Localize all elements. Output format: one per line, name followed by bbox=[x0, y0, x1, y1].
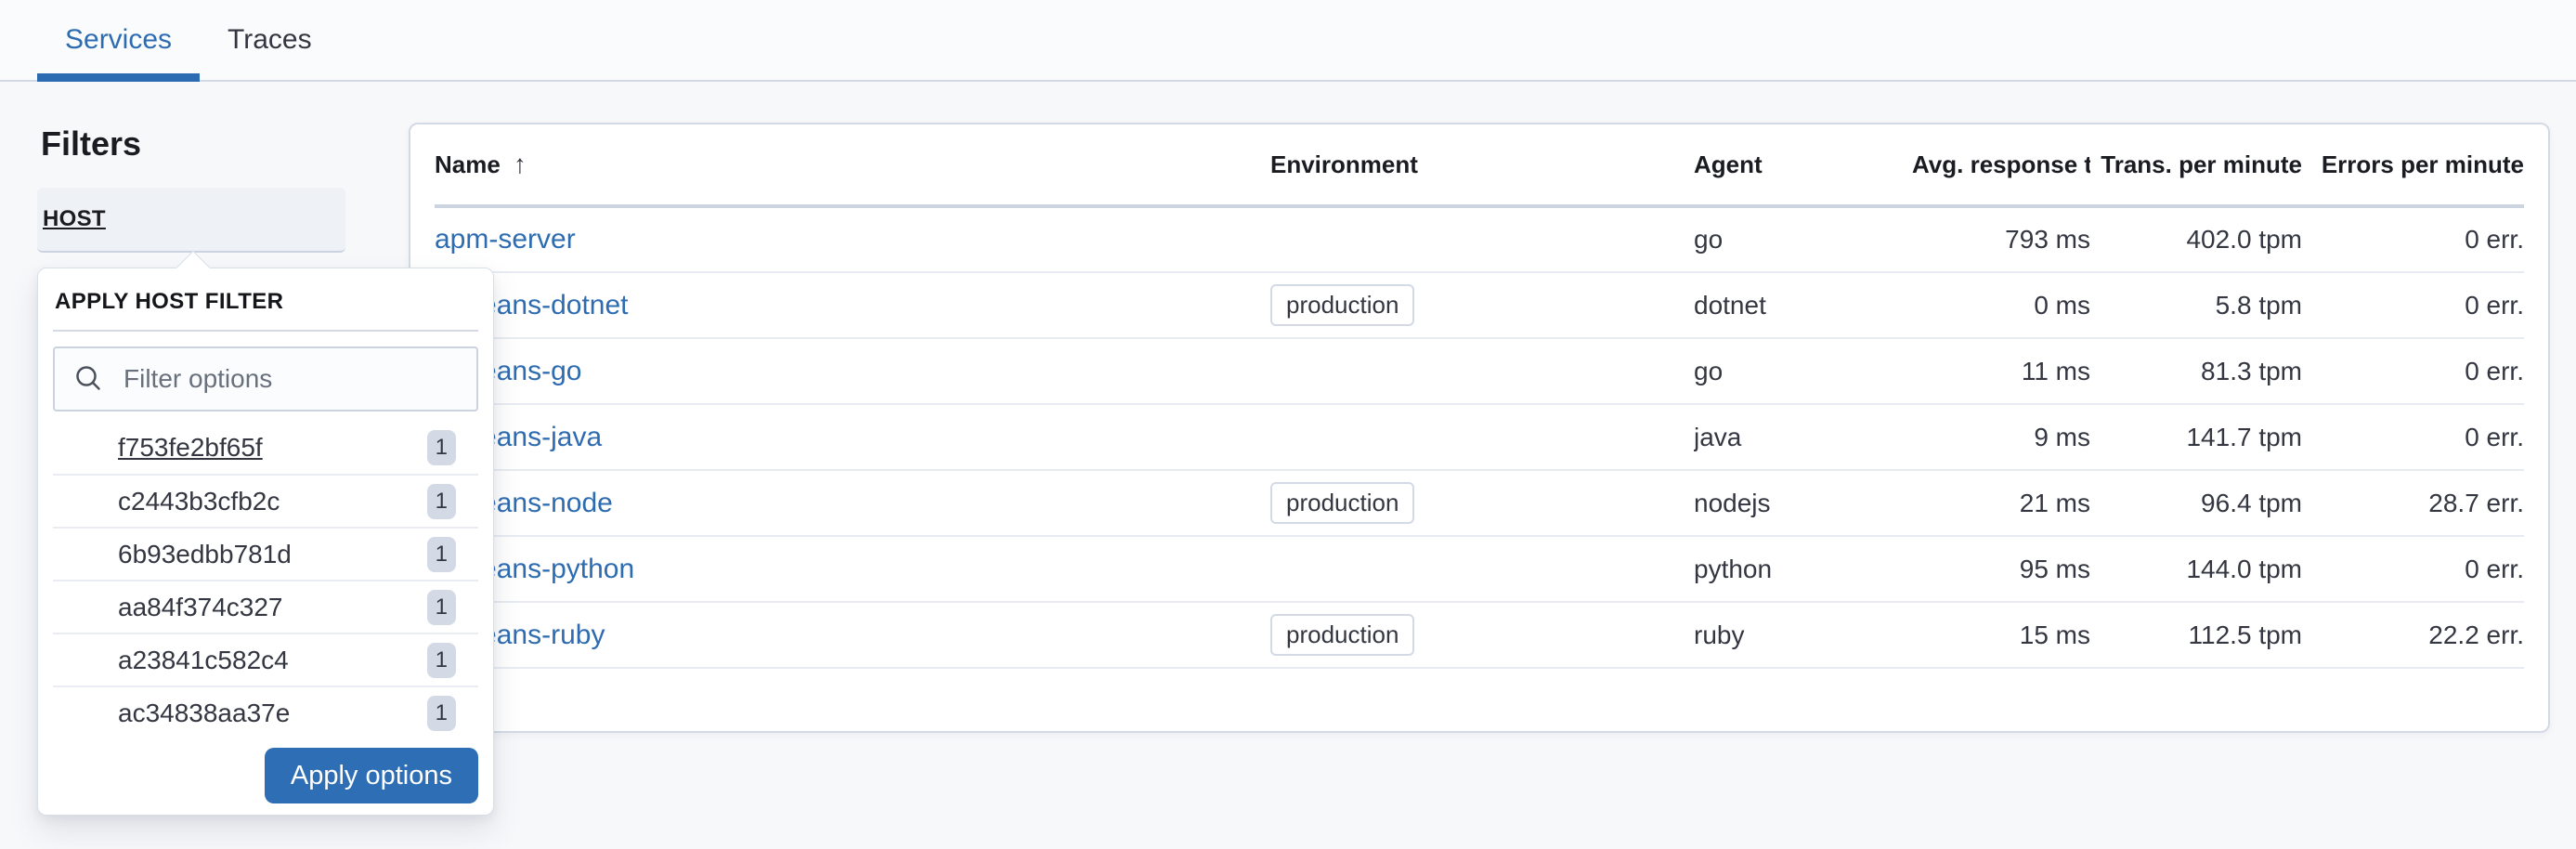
host-option[interactable]: a23841c582c4 1 bbox=[53, 633, 478, 686]
host-option-label: aa84f374c327 bbox=[118, 592, 283, 621]
host-option-label: ac34838aa37e bbox=[118, 698, 291, 727]
host-option-count-badge: 1 bbox=[426, 429, 456, 465]
agent-cell: python bbox=[1694, 536, 1912, 603]
column-header-tpm[interactable]: Trans. per minute bbox=[2090, 124, 2302, 208]
agent-cell: go bbox=[1694, 338, 1912, 405]
table-row: opbeans-dotnet production dotnet 0 ms 5.… bbox=[435, 272, 2524, 339]
table-row: opbeans-ruby production ruby 15 ms 112.5… bbox=[435, 602, 2524, 669]
table-row: opbeans-python python 95 ms 144.0 tpm 0 … bbox=[435, 536, 2524, 603]
tpm-cell: 402.0 tpm bbox=[2090, 206, 2302, 273]
host-filter-toggle[interactable]: HOST bbox=[37, 188, 345, 253]
tpm-cell: 144.0 tpm bbox=[2090, 536, 2302, 603]
column-header-name-label: Name bbox=[435, 150, 501, 178]
tab-traces[interactable]: Traces bbox=[228, 24, 312, 55]
agent-cell: java bbox=[1694, 404, 1912, 471]
host-options-list: f753fe2bf65f 1 c2443b3cfb2c 1 6b93edbb78… bbox=[38, 421, 493, 738]
host-option-label: c2443b3cfb2c bbox=[118, 486, 280, 516]
tab-bar: Services Traces bbox=[0, 0, 2576, 82]
agent-cell: ruby bbox=[1694, 602, 1912, 669]
service-name-link[interactable]: apm-server bbox=[435, 224, 576, 255]
table-row: opbeans-java java 9 ms 141.7 tpm 0 err. bbox=[435, 404, 2524, 471]
epm-cell: 0 err. bbox=[2302, 206, 2524, 273]
services-table-panel: Name ↑ Environment Agent Avg. response ti… bbox=[409, 123, 2550, 733]
environment-badge: production bbox=[1270, 482, 1415, 524]
epm-cell: 0 err. bbox=[2302, 404, 2524, 471]
epm-cell: 0 err. bbox=[2302, 272, 2524, 339]
epm-cell: 0 err. bbox=[2302, 338, 2524, 405]
tpm-cell: 112.5 tpm bbox=[2090, 602, 2302, 669]
avg-response-cell: 0 ms bbox=[1912, 272, 2090, 339]
popover-title: APPLY HOST FILTER bbox=[53, 268, 478, 332]
host-option-label: 6b93edbb781d bbox=[118, 539, 292, 568]
host-filter-popover: APPLY HOST FILTER f753fe2bf65f 1 c2443b3… bbox=[37, 250, 494, 816]
epm-cell: 22.2 err. bbox=[2302, 602, 2524, 669]
sort-asc-icon: ↑ bbox=[513, 150, 527, 178]
tpm-cell: 5.8 tpm bbox=[2090, 272, 2302, 339]
services-table: Name ↑ Environment Agent Avg. response ti… bbox=[435, 124, 2524, 669]
environment-badge: production bbox=[1270, 284, 1415, 326]
avg-response-cell: 11 ms bbox=[1912, 338, 2090, 405]
epm-cell: 0 err. bbox=[2302, 536, 2524, 603]
host-option[interactable]: aa84f374c327 1 bbox=[53, 580, 478, 633]
agent-cell: nodejs bbox=[1694, 470, 1912, 537]
avg-response-cell: 21 ms bbox=[1912, 470, 2090, 537]
host-option-label: a23841c582c4 bbox=[118, 645, 289, 674]
filter-search bbox=[53, 346, 478, 411]
tpm-cell: 141.7 tpm bbox=[2090, 404, 2302, 471]
tpm-cell: 81.3 tpm bbox=[2090, 338, 2302, 405]
popover-footer: Apply options bbox=[264, 748, 478, 803]
column-header-epm[interactable]: Errors per minute bbox=[2302, 124, 2524, 208]
filters-title: Filters bbox=[41, 124, 142, 163]
host-option-count-badge: 1 bbox=[426, 589, 456, 625]
avg-response-cell: 95 ms bbox=[1912, 536, 2090, 603]
tab-services[interactable]: Services bbox=[37, 0, 201, 82]
host-option-count-badge: 1 bbox=[426, 695, 456, 731]
avg-response-cell: 9 ms bbox=[1912, 404, 2090, 471]
avg-response-cell: 15 ms bbox=[1912, 602, 2090, 669]
agent-cell: dotnet bbox=[1694, 272, 1912, 339]
host-option-count-badge: 1 bbox=[426, 536, 456, 572]
filter-options-input[interactable] bbox=[53, 346, 478, 411]
host-filter-label: HOST bbox=[43, 206, 106, 231]
search-icon bbox=[76, 366, 100, 390]
host-option[interactable]: f753fe2bf65f 1 bbox=[53, 421, 478, 474]
epm-cell: 28.7 err. bbox=[2302, 470, 2524, 537]
table-row: opbeans-node production nodejs 21 ms 96.… bbox=[435, 470, 2524, 537]
table-header-row: Name ↑ Environment Agent Avg. response ti… bbox=[435, 124, 2524, 208]
host-option-count-badge: 1 bbox=[426, 483, 456, 519]
column-header-avg-response[interactable]: Avg. response ti... bbox=[1912, 124, 2090, 208]
table-row: apm-server go 793 ms 402.0 tpm 0 err. bbox=[435, 206, 2524, 273]
column-header-agent[interactable]: Agent bbox=[1694, 124, 1912, 208]
host-option-label: f753fe2bf65f bbox=[118, 432, 263, 462]
host-option[interactable]: 6b93edbb781d 1 bbox=[53, 527, 478, 580]
host-option-count-badge: 1 bbox=[426, 642, 456, 678]
avg-response-cell: 793 ms bbox=[1912, 206, 2090, 273]
apply-options-button[interactable]: Apply options bbox=[264, 748, 478, 803]
column-header-environment[interactable]: Environment bbox=[1270, 124, 1694, 208]
table-row: opbeans-go go 11 ms 81.3 tpm 0 err. bbox=[435, 338, 2524, 405]
environment-badge: production bbox=[1270, 614, 1415, 656]
services-table-body: apm-server go 793 ms 402.0 tpm 0 err. op… bbox=[435, 206, 2524, 669]
host-option[interactable]: ac34838aa37e 1 bbox=[53, 686, 478, 738]
agent-cell: go bbox=[1694, 206, 1912, 273]
tpm-cell: 96.4 tpm bbox=[2090, 470, 2302, 537]
host-option[interactable]: c2443b3cfb2c 1 bbox=[53, 474, 478, 527]
column-header-name[interactable]: Name ↑ bbox=[435, 124, 1270, 208]
